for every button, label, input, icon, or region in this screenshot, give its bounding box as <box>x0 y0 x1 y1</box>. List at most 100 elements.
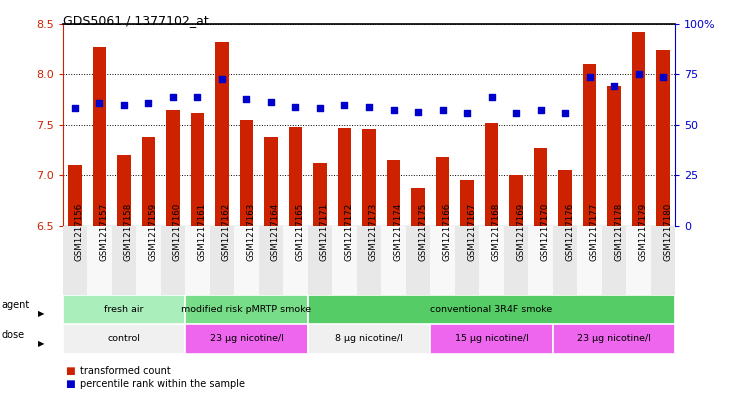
Text: GSM1217162: GSM1217162 <box>222 202 231 261</box>
Point <box>437 107 449 113</box>
Text: 8 μg nicotine/l: 8 μg nicotine/l <box>335 334 403 343</box>
Point <box>69 105 81 111</box>
Text: ■: ■ <box>65 379 75 389</box>
Bar <box>68 165 82 226</box>
Point <box>216 76 228 83</box>
Bar <box>185 226 210 295</box>
Bar <box>583 64 596 226</box>
Bar <box>259 226 283 295</box>
Point <box>608 83 620 90</box>
Text: GSM1217161: GSM1217161 <box>198 202 207 261</box>
Text: GSM1217169: GSM1217169 <box>516 202 525 261</box>
Point <box>387 107 399 113</box>
Text: dose: dose <box>1 330 24 340</box>
Bar <box>504 226 528 295</box>
Bar <box>528 226 553 295</box>
Text: GSM1217172: GSM1217172 <box>345 202 354 261</box>
Bar <box>283 226 308 295</box>
Bar <box>87 226 111 295</box>
Point <box>584 74 596 80</box>
Bar <box>137 226 161 295</box>
Text: GSM1217174: GSM1217174 <box>393 202 402 261</box>
Bar <box>455 226 479 295</box>
Text: GSM1217157: GSM1217157 <box>100 202 108 261</box>
Bar <box>289 127 303 226</box>
Bar <box>117 155 131 226</box>
Text: 23 μg nicotine/l: 23 μg nicotine/l <box>577 334 651 343</box>
Bar <box>607 86 621 226</box>
Bar <box>240 120 253 226</box>
Bar <box>308 295 675 324</box>
Text: ▶: ▶ <box>38 339 45 348</box>
Text: 15 μg nicotine/l: 15 μg nicotine/l <box>455 334 528 343</box>
Bar <box>63 324 185 354</box>
Text: ▶: ▶ <box>38 309 45 318</box>
Bar <box>234 226 259 295</box>
Point <box>657 74 669 80</box>
Text: fresh air: fresh air <box>104 305 144 314</box>
Text: GSM1217178: GSM1217178 <box>614 202 623 261</box>
Point <box>412 108 424 115</box>
Text: GSM1217163: GSM1217163 <box>246 202 255 261</box>
Text: GSM1217158: GSM1217158 <box>124 202 133 261</box>
Bar <box>553 226 577 295</box>
Bar <box>509 175 523 226</box>
Point <box>461 110 473 116</box>
Point <box>632 71 644 77</box>
Bar <box>190 113 204 226</box>
Bar <box>534 148 548 226</box>
Text: GSM1217168: GSM1217168 <box>492 202 500 261</box>
Bar <box>485 123 498 226</box>
Text: GSM1217170: GSM1217170 <box>540 202 550 261</box>
Bar <box>264 137 277 226</box>
Bar <box>479 226 504 295</box>
Bar <box>382 226 406 295</box>
Bar <box>656 50 670 226</box>
Point <box>94 99 106 106</box>
Bar <box>461 180 474 226</box>
Point <box>534 107 546 113</box>
Text: agent: agent <box>1 300 30 310</box>
Point <box>559 110 571 116</box>
Bar <box>161 226 185 295</box>
Text: GSM1217159: GSM1217159 <box>148 202 157 261</box>
Text: GSM1217177: GSM1217177 <box>590 202 599 261</box>
Text: modified risk pMRTP smoke: modified risk pMRTP smoke <box>182 305 311 314</box>
Text: GSM1217166: GSM1217166 <box>443 202 452 261</box>
Bar <box>63 226 87 295</box>
Bar <box>215 42 229 226</box>
Bar <box>601 226 627 295</box>
Bar <box>430 324 553 354</box>
Point <box>241 96 252 103</box>
Bar <box>430 226 455 295</box>
Point <box>510 110 522 116</box>
Bar <box>553 324 675 354</box>
Bar <box>185 324 308 354</box>
Text: GSM1217156: GSM1217156 <box>75 202 84 261</box>
Bar <box>435 157 449 226</box>
Point <box>486 94 497 101</box>
Text: GSM1217171: GSM1217171 <box>320 202 329 261</box>
Bar <box>185 295 308 324</box>
Text: GSM1217164: GSM1217164 <box>271 202 280 261</box>
Bar <box>338 128 351 226</box>
Bar <box>387 160 400 226</box>
Bar <box>210 226 234 295</box>
Text: GDS5061 / 1377102_at: GDS5061 / 1377102_at <box>63 14 208 27</box>
Bar <box>362 129 376 226</box>
Text: GSM1217173: GSM1217173 <box>369 202 378 261</box>
Point <box>142 99 154 106</box>
Bar <box>111 226 137 295</box>
Point <box>192 94 204 101</box>
Bar <box>558 170 572 226</box>
Text: GSM1217176: GSM1217176 <box>565 202 574 261</box>
Bar <box>577 226 601 295</box>
Bar <box>632 32 645 226</box>
Text: conventional 3R4F smoke: conventional 3R4F smoke <box>430 305 553 314</box>
Bar <box>313 163 327 226</box>
Bar <box>411 187 425 226</box>
Bar <box>406 226 430 295</box>
Text: GSM1217175: GSM1217175 <box>418 202 427 261</box>
Bar <box>651 226 675 295</box>
Text: control: control <box>108 334 140 343</box>
